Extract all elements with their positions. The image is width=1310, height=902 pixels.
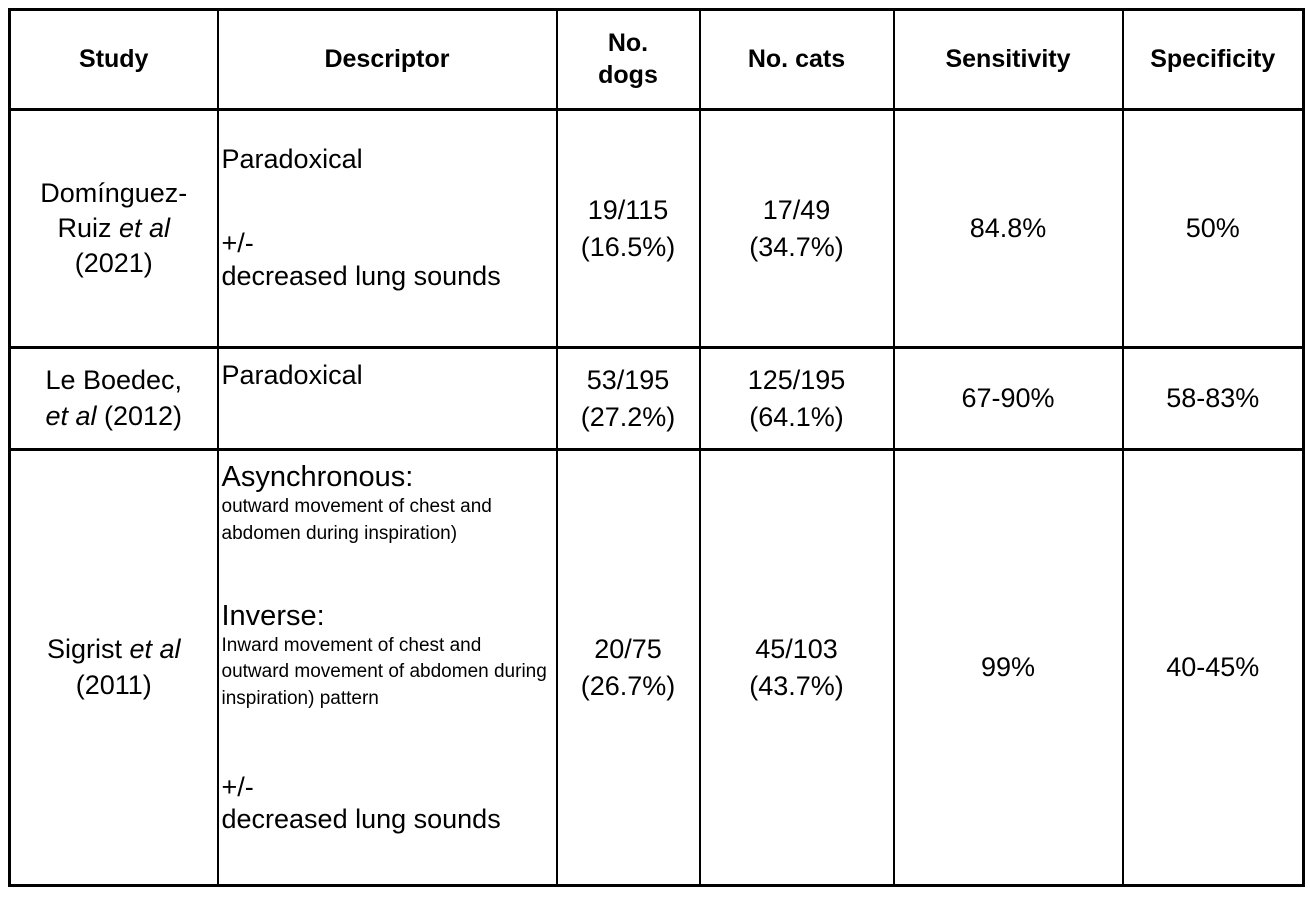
study-line: Sigrist et al: [46, 634, 181, 665]
cats-percent: (34.7%): [749, 231, 844, 262]
dogs-cell: 20/75 (26.7%): [555, 448, 701, 887]
dogs-percent: (16.5%): [580, 231, 676, 262]
specificity-cell: 58-83%: [1121, 346, 1305, 451]
study-cell: Le Boedec, et al (2012): [8, 346, 219, 451]
study-cell: Domínguez- Ruiz et al (2021): [8, 108, 219, 349]
descriptor-cell: Paradoxical +/- decreased lung sounds: [216, 108, 558, 349]
study-cell: Sigrist et al (2011): [8, 448, 219, 887]
descriptor-line: decreased lung sounds: [221, 804, 501, 835]
cats-cell: 125/195 (64.1%): [698, 346, 895, 451]
descriptor-heading: Inverse:: [221, 599, 325, 632]
cats-fraction: 17/49: [762, 195, 831, 226]
descriptor-line: +/-: [221, 228, 254, 259]
study-line: Ruiz et al: [57, 212, 171, 243]
dogs-fraction: 20/75: [594, 634, 662, 665]
header-descriptor: Descriptor: [216, 8, 558, 111]
descriptor-cell: Paradoxical: [216, 346, 558, 451]
study-line: Domínguez-: [40, 177, 188, 208]
header-row: Study Descriptor No. dogs No. cats Sensi…: [8, 8, 1305, 111]
dogs-fraction: 53/195: [586, 365, 670, 396]
specificity-cell: 40-45%: [1121, 448, 1305, 887]
table-row-dominguez: Domínguez- Ruiz et al (2021) Paradoxical…: [8, 108, 1305, 349]
cats-fraction: 45/103: [755, 634, 838, 665]
dogs-cell: 53/195 (27.2%): [555, 346, 701, 451]
header-no-cats: No. cats: [698, 8, 895, 111]
table-row-sigrist: Sigrist et al (2011) Asynchronous: outwa…: [8, 448, 1305, 887]
header-no-dogs: No. dogs: [555, 8, 701, 111]
dogs-percent: (26.7%): [580, 670, 676, 701]
study-line: (2021): [74, 248, 153, 279]
descriptor-line: Paradoxical: [221, 144, 363, 174]
descriptor-detail: Inward movement of chest and outward mov…: [221, 634, 547, 710]
header-sensitivity: Sensitivity: [892, 8, 1124, 111]
studies-comparison-table: Study Descriptor No. dogs No. cats Sensi…: [8, 8, 1305, 887]
study-line: (2011): [75, 669, 152, 700]
specificity-cell: 50%: [1121, 108, 1305, 349]
sensitivity-cell: 84.8%: [892, 108, 1124, 349]
header-study: Study: [8, 8, 219, 111]
study-line: et al (2012): [45, 400, 183, 431]
cats-fraction: 125/195: [747, 365, 846, 396]
dogs-cell: 19/115 (16.5%): [555, 108, 701, 349]
cats-percent: (64.1%): [749, 401, 844, 432]
descriptor-line: Paradoxical: [221, 360, 363, 390]
dogs-percent: (27.2%): [580, 401, 676, 432]
cats-cell: 17/49 (34.7%): [698, 108, 895, 349]
dogs-fraction: 19/115: [587, 195, 669, 226]
cats-cell: 45/103 (43.7%): [698, 448, 895, 887]
sensitivity-cell: 67-90%: [892, 346, 1124, 451]
study-line: Le Boedec,: [45, 365, 183, 396]
sensitivity-cell: 99%: [892, 448, 1124, 887]
header-specificity: Specificity: [1121, 8, 1305, 111]
descriptor-heading: Asynchronous:: [221, 461, 414, 493]
table-row-leboedec: Le Boedec, et al (2012) Paradoxical 53/1…: [8, 346, 1305, 451]
cats-percent: (43.7%): [749, 670, 844, 701]
descriptor-line: +/-: [221, 771, 254, 802]
descriptor-cell: Asynchronous: outward movement of chest …: [216, 448, 558, 887]
descriptor-detail: outward movement of chest and abdomen du…: [221, 496, 492, 544]
descriptor-line: decreased lung sounds: [221, 260, 501, 291]
